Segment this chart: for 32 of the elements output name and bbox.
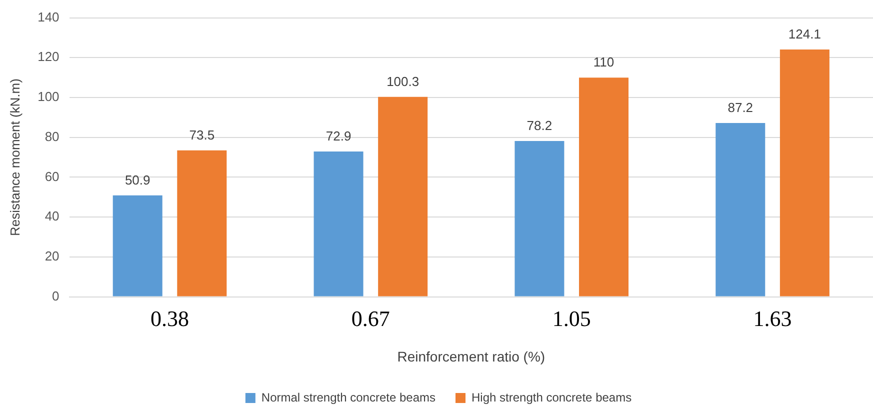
bar bbox=[780, 49, 830, 296]
legend-label: High strength concrete beams bbox=[471, 390, 632, 404]
x-axis-title: Reinforcement ratio (%) bbox=[397, 348, 546, 364]
data-label: 78.2 bbox=[526, 118, 552, 134]
x-tick-label: 0.67 bbox=[351, 306, 390, 331]
bar bbox=[177, 150, 227, 296]
data-label: 50.9 bbox=[124, 172, 150, 188]
data-label: 124.1 bbox=[788, 26, 821, 42]
y-tick-label: 40 bbox=[44, 208, 60, 224]
data-label: 110 bbox=[593, 54, 614, 70]
data-label: 100.3 bbox=[386, 74, 420, 89]
legend-label: Normal strength concrete beams bbox=[261, 390, 436, 404]
y-tick-label: 120 bbox=[38, 49, 60, 64]
x-tick-label: 0.38 bbox=[150, 306, 190, 331]
y-tick-label: 20 bbox=[44, 248, 60, 264]
bar bbox=[378, 96, 428, 296]
data-label: 73.5 bbox=[189, 127, 215, 142]
y-axis-title: Resistance moment (kN.m) bbox=[7, 78, 22, 236]
y-tick-label: 80 bbox=[44, 128, 60, 144]
bar bbox=[314, 152, 364, 296]
y-tick-label: 0 bbox=[52, 288, 60, 304]
y-tick-label: 100 bbox=[38, 89, 60, 104]
bar bbox=[112, 195, 162, 296]
data-label: 87.2 bbox=[728, 100, 754, 116]
y-tick-label: 140 bbox=[38, 9, 60, 24]
x-tick-label: 1.63 bbox=[753, 306, 792, 331]
data-label: 72.9 bbox=[326, 128, 352, 144]
bar bbox=[579, 78, 629, 296]
bar bbox=[514, 140, 564, 296]
bar bbox=[716, 123, 766, 296]
x-tick-label: 1.05 bbox=[552, 306, 591, 331]
y-tick-label: 60 bbox=[44, 168, 60, 184]
